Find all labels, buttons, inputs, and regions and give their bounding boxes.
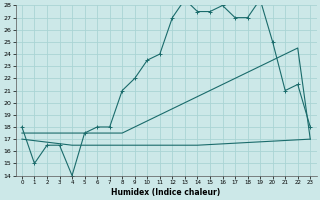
X-axis label: Humidex (Indice chaleur): Humidex (Indice chaleur) bbox=[111, 188, 221, 197]
